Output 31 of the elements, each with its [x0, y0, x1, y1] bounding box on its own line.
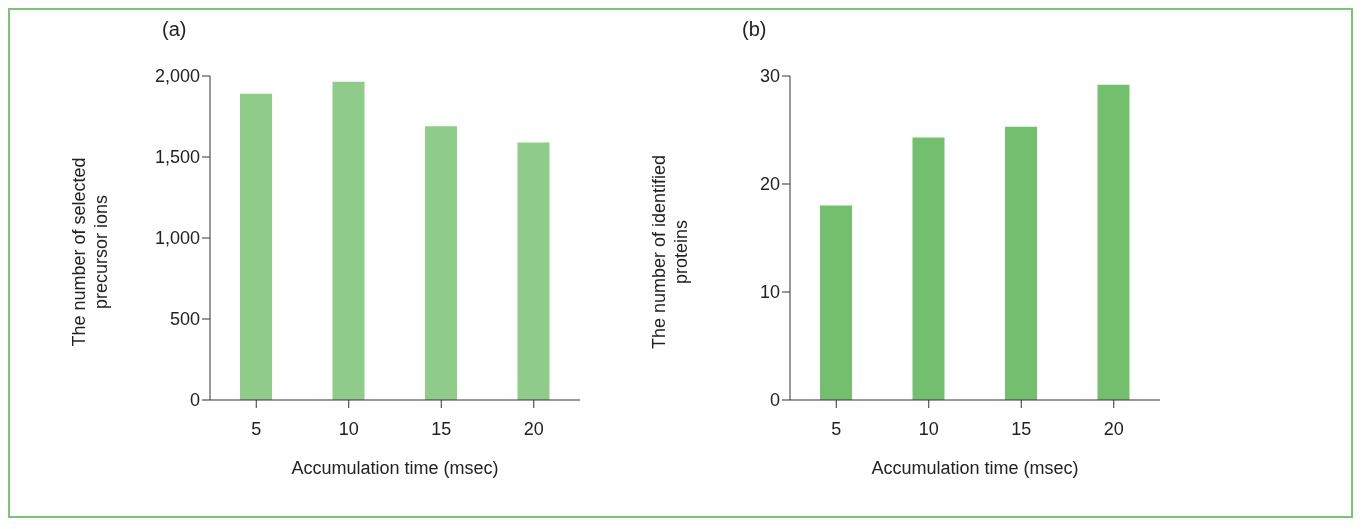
bar [517, 142, 550, 400]
y-axis-title: The number of selected precursor ions [68, 156, 112, 349]
bar [1005, 126, 1037, 400]
y-tick-label: 1,000 [154, 228, 200, 249]
y-axis-title: The number of identified proteins [648, 153, 692, 352]
x-tick-label: 5 [251, 418, 262, 439]
x-tick-label: 5 [831, 418, 842, 439]
x-tick-label: 15 [431, 418, 452, 439]
bar [425, 126, 457, 400]
bar [332, 81, 365, 400]
x-axis-title: Accumulation time (msec) [870, 458, 1080, 479]
bar [240, 93, 272, 400]
y-tick-label: 0 [189, 390, 200, 411]
x-tick-label: 20 [523, 418, 544, 439]
y-tick-label: 20 [759, 174, 780, 195]
y-tick-label: 0 [769, 390, 780, 411]
chart-title: (b) [742, 18, 767, 41]
bar [820, 205, 852, 400]
chart-title: (a) [162, 18, 187, 41]
y-tick-label: 30 [759, 66, 780, 87]
y-tick-label: 1,500 [154, 147, 200, 168]
x-tick-label: 20 [1103, 418, 1124, 439]
x-tick-label: 10 [338, 418, 359, 439]
y-tick-label: 500 [169, 309, 200, 330]
x-axis-title: Accumulation time (msec) [290, 458, 500, 479]
y-tick-label: 10 [759, 282, 780, 303]
bar [1097, 84, 1130, 400]
x-tick-label: 15 [1011, 418, 1032, 439]
y-tick-label: 2,000 [154, 66, 200, 87]
x-tick-label: 10 [918, 418, 939, 439]
bar [912, 137, 945, 400]
